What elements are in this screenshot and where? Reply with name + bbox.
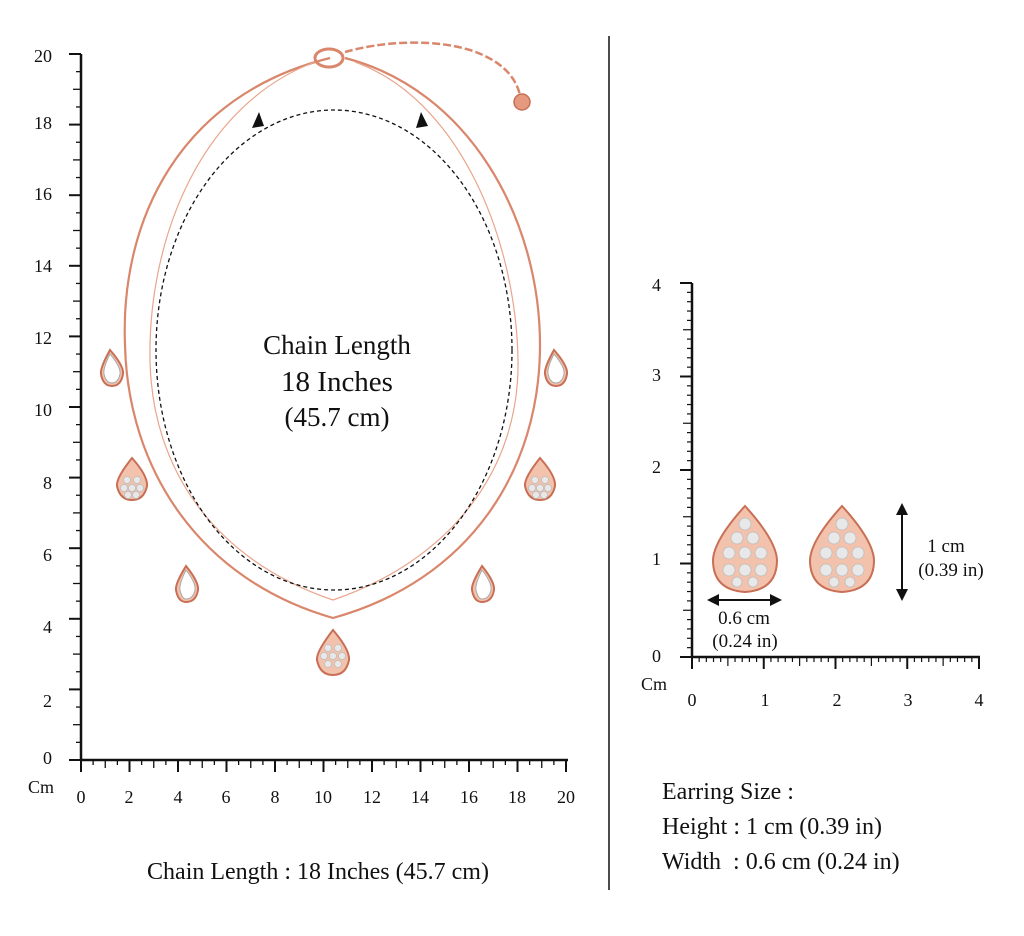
x-tick-label: 16 [460, 787, 478, 807]
height-arrow-icon [896, 503, 908, 601]
y-tick-label: 14 [34, 256, 52, 276]
y-tick-label: 20 [34, 46, 52, 66]
earring-right [808, 504, 876, 594]
y-tick-label: 3 [652, 365, 661, 385]
y-tick-label: 0 [652, 646, 661, 666]
inner-chain [149, 61, 519, 601]
chain-length-cm: (45.7 cm) [285, 402, 390, 432]
x-tick-label: 0 [77, 787, 86, 807]
width-arrow-icon [707, 594, 782, 606]
x-tick-label: 14 [411, 787, 429, 807]
y-tick-label: 2 [43, 691, 52, 711]
earring-size-title: Earring Size : [662, 779, 794, 805]
chain-length-heading: Chain Length [263, 330, 411, 360]
earring-left [711, 504, 779, 594]
y-tick-label: 4 [43, 617, 52, 637]
x-tick-label: 8 [271, 787, 280, 807]
extender-ball [513, 93, 531, 111]
height-label-in: (0.39 in) [918, 560, 983, 581]
y-tick-label: 0 [43, 748, 52, 768]
earring-size-width: Width : 0.6 cm (0.24 in) [662, 849, 900, 875]
x-tick-label: 6 [222, 787, 231, 807]
necklace-unit-label: Cm [28, 777, 54, 797]
x-tick-label: 2 [125, 787, 134, 807]
earring-ruler: Cm [641, 282, 980, 694]
y-tick-label: 1 [652, 549, 661, 569]
necklace-y-labels: 0 2 4 6 8 10 12 14 16 18 20 [34, 46, 52, 768]
necklace-ruler: Cm [28, 53, 568, 797]
height-label-cm: 1 cm [927, 536, 965, 557]
necklace-caption: Chain Length : 18 Inches (45.7 cm) [147, 859, 489, 885]
lobster-clasp [313, 47, 345, 69]
drop-clear [99, 348, 125, 388]
x-tick-label: 0 [688, 690, 697, 710]
width-label-in: (0.24 in) [712, 631, 777, 652]
x-tick-label: 20 [557, 787, 575, 807]
y-tick-label: 4 [652, 275, 661, 295]
x-tick-label: 18 [508, 787, 526, 807]
necklace-x-labels: 0 2 4 6 8 10 12 14 16 18 20 [77, 787, 576, 807]
y-tick-label: 18 [34, 113, 52, 133]
arrow-left-icon [252, 112, 264, 128]
x-tick-label: 12 [363, 787, 381, 807]
y-tick-label: 6 [43, 545, 52, 565]
necklace-x-ticks [80, 760, 567, 772]
chain-length-inches: 18 Inches [281, 366, 393, 398]
extender-chain [344, 41, 522, 96]
drop-clear [174, 564, 200, 604]
y-tick-label: 10 [34, 400, 52, 420]
earring-x-labels: 0 1 2 3 4 [688, 690, 984, 710]
width-label-cm: 0.6 cm [718, 608, 770, 629]
outer-chain [123, 56, 542, 620]
earring-y-ticks [680, 282, 692, 658]
earring-y-labels: 0 1 2 3 4 [652, 275, 661, 666]
y-tick-label: 16 [34, 184, 52, 204]
drop-pave [315, 628, 351, 677]
drop-clear [543, 348, 569, 388]
x-tick-label: 10 [314, 787, 332, 807]
x-tick-label: 3 [904, 690, 913, 710]
drop-clear [470, 564, 496, 604]
x-tick-label: 2 [833, 690, 842, 710]
drop-pave [523, 456, 557, 502]
earring-unit-label: Cm [641, 674, 667, 694]
earring-x-ticks [691, 657, 980, 669]
x-tick-label: 1 [761, 690, 770, 710]
x-tick-label: 4 [174, 787, 183, 807]
y-tick-label: 2 [652, 457, 661, 477]
drop-pave [115, 456, 149, 502]
length-oval [155, 109, 513, 591]
arrow-right-icon [416, 112, 428, 128]
y-tick-label: 12 [34, 328, 52, 348]
necklace-y-ticks [69, 53, 81, 761]
earring-size-height: Height : 1 cm (0.39 in) [662, 814, 882, 840]
x-tick-label: 4 [975, 690, 984, 710]
y-tick-label: 8 [43, 473, 52, 493]
necklace-illustration: Chain Length 18 Inches (45.7 cm) [99, 41, 569, 677]
